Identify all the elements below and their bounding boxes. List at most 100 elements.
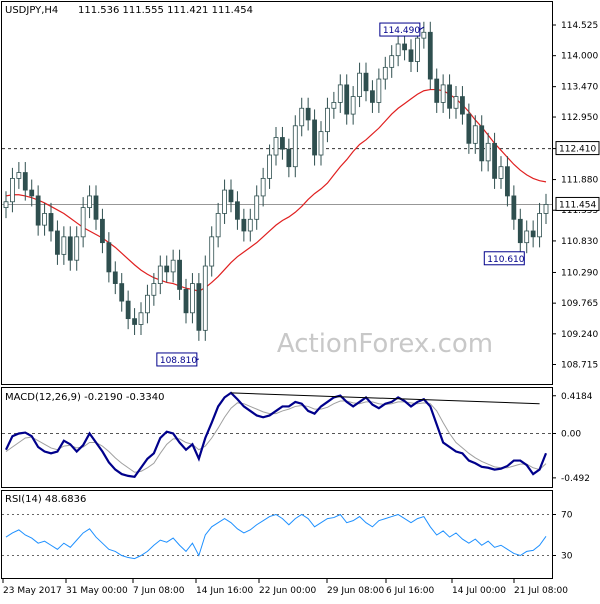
price-axis-label: 110.830 <box>561 237 598 247</box>
annotation-label: 110.610 <box>487 255 524 265</box>
resistance-line-label-box <box>555 141 600 156</box>
macd-axis-label: -0.492 <box>561 474 590 484</box>
price-axis-label: 109.240 <box>561 330 598 340</box>
candle-body <box>543 204 549 214</box>
candle-body <box>228 189 234 203</box>
candle-body <box>125 300 131 320</box>
candle-body <box>42 213 47 226</box>
price-panel-frame <box>1 1 553 385</box>
candle-body <box>254 195 260 220</box>
candle-body <box>235 201 240 220</box>
price-annotations: 114.490 108.810 110.610 <box>156 22 525 367</box>
candle-body <box>524 230 530 244</box>
price-axis-label: 114.525 <box>561 21 598 31</box>
price-axis-label: 111.355 <box>561 206 598 216</box>
macd-line <box>5 391 548 478</box>
rsi-axis-label: 30 <box>561 552 573 562</box>
candle-body <box>331 102 337 109</box>
candle-body <box>241 218 247 232</box>
rsi-legend: RSI(14) 48.6836 <box>5 494 86 505</box>
resistance-line-label: 112.410 <box>559 145 596 155</box>
candle-body <box>132 318 137 325</box>
time-axis-label: 29 Jun 08:00 <box>327 586 384 596</box>
price-axis-label: 112.950 <box>561 113 598 123</box>
candle-body <box>112 271 118 284</box>
candle-body <box>492 142 497 179</box>
price-axis: 114.525 114.000 113.470 112.950 112.410 111.8… <box>552 21 600 371</box>
candle-body <box>280 137 285 150</box>
candle-body <box>402 43 407 51</box>
annotation-box <box>483 251 525 266</box>
candle-body <box>286 148 292 168</box>
time-axis-label: 21 Jul 08:00 <box>514 586 568 596</box>
annotation-box <box>156 352 198 367</box>
macd-axis-label: 0.4184 <box>561 392 593 402</box>
candle-body <box>100 218 105 244</box>
candle-body <box>3 201 9 209</box>
candle-body <box>93 195 99 220</box>
candle-body <box>370 90 375 103</box>
candle-body <box>415 37 420 62</box>
candle-body <box>209 236 215 267</box>
candle-body <box>357 72 362 97</box>
annotation-label: 108.810 <box>160 356 197 366</box>
time-axis-label: 31 May 00:00 <box>66 586 128 596</box>
candle-body <box>138 312 144 325</box>
candle-body <box>382 66 388 80</box>
candle-body <box>389 55 395 68</box>
symbol-label: USDJPY,H4 <box>5 5 58 16</box>
candle-body <box>106 242 112 273</box>
candle-body <box>48 213 54 232</box>
candle-body <box>273 137 279 156</box>
candle-body <box>215 213 221 238</box>
annotation-box <box>379 22 421 37</box>
candle-body <box>190 283 195 314</box>
candle-body <box>222 189 227 214</box>
candle-body <box>530 230 536 238</box>
annotation-label: 114.490 <box>383 26 420 36</box>
rsi-panel-frame <box>1 490 553 579</box>
candle-body <box>74 236 80 261</box>
candle-body <box>267 154 272 179</box>
price-axis-label: 113.470 <box>561 83 598 93</box>
current-price-label-box <box>555 196 600 211</box>
price-axis-label: 111.880 <box>561 176 598 186</box>
candle-body <box>29 189 35 197</box>
candle-body <box>22 172 28 191</box>
candle-body <box>247 218 253 232</box>
candle-body <box>151 283 157 296</box>
candle-body <box>202 265 208 331</box>
candle-body <box>472 125 478 144</box>
candle-body <box>505 166 510 197</box>
candle-body <box>421 31 427 39</box>
macd-layer <box>2 391 552 478</box>
watermark: ActionForex.com <box>277 329 493 359</box>
candle-body <box>485 142 491 162</box>
price-axis-label: 109.765 <box>561 299 598 309</box>
candle-body <box>427 31 433 80</box>
price-axis-label: 114.000 <box>561 52 598 62</box>
candle-body <box>498 166 504 179</box>
candle-body <box>299 107 305 127</box>
candle-body <box>67 236 73 261</box>
candle-body <box>434 78 440 103</box>
ohlc-label: 111.536 111.555 111.421 111.454 <box>78 5 253 16</box>
candle-body <box>537 213 542 238</box>
time-axis-label: 14 Jun 16:00 <box>196 586 253 596</box>
price-axis-label: 108.715 <box>561 361 598 371</box>
candle-body <box>363 72 369 92</box>
candle-body <box>16 172 22 179</box>
macd-panel-frame <box>1 387 553 488</box>
candle-body <box>55 230 60 255</box>
time-axis: 23 May 2017 31 May 00:00 7 Jun 08:00 14 Jun… <box>2 579 568 596</box>
rsi-line <box>5 513 547 560</box>
macd-axis-label: 0.00 <box>561 429 581 439</box>
candle-body <box>170 259 176 273</box>
time-axis-label: 7 Jun 08:00 <box>133 586 185 596</box>
candle-body <box>196 283 202 331</box>
macd-axis: 0.4184 0.00 -0.492 <box>552 392 593 484</box>
candle-body <box>511 195 517 220</box>
